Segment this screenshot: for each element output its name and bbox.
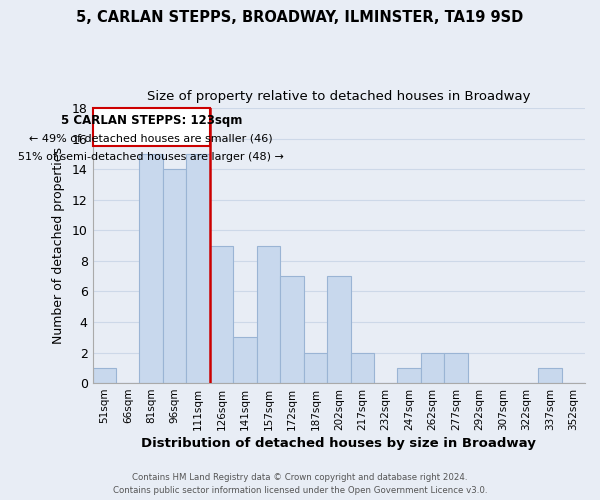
Title: Size of property relative to detached houses in Broadway: Size of property relative to detached ho… xyxy=(147,90,530,103)
Bar xyxy=(350,352,374,383)
X-axis label: Distribution of detached houses by size in Broadway: Distribution of detached houses by size … xyxy=(142,437,536,450)
Bar xyxy=(92,368,116,383)
Bar xyxy=(327,276,350,383)
Bar xyxy=(421,352,445,383)
Text: 51% of semi-detached houses are larger (48) →: 51% of semi-detached houses are larger (… xyxy=(18,152,284,162)
Bar xyxy=(397,368,421,383)
Bar xyxy=(280,276,304,383)
Bar xyxy=(163,170,187,383)
Text: Contains HM Land Registry data © Crown copyright and database right 2024.
Contai: Contains HM Land Registry data © Crown c… xyxy=(113,473,487,495)
Text: ← 49% of detached houses are smaller (46): ← 49% of detached houses are smaller (46… xyxy=(29,133,273,143)
Bar xyxy=(538,368,562,383)
Bar xyxy=(304,352,327,383)
Bar xyxy=(445,352,468,383)
Text: 5, CARLAN STEPPS, BROADWAY, ILMINSTER, TA19 9SD: 5, CARLAN STEPPS, BROADWAY, ILMINSTER, T… xyxy=(76,10,524,25)
Text: 5 CARLAN STEPPS: 123sqm: 5 CARLAN STEPPS: 123sqm xyxy=(61,114,242,127)
Bar xyxy=(257,246,280,383)
Bar xyxy=(210,246,233,383)
Bar xyxy=(139,154,163,383)
Bar xyxy=(187,154,210,383)
Bar xyxy=(233,338,257,383)
Y-axis label: Number of detached properties: Number of detached properties xyxy=(52,147,65,344)
FancyBboxPatch shape xyxy=(92,108,210,146)
